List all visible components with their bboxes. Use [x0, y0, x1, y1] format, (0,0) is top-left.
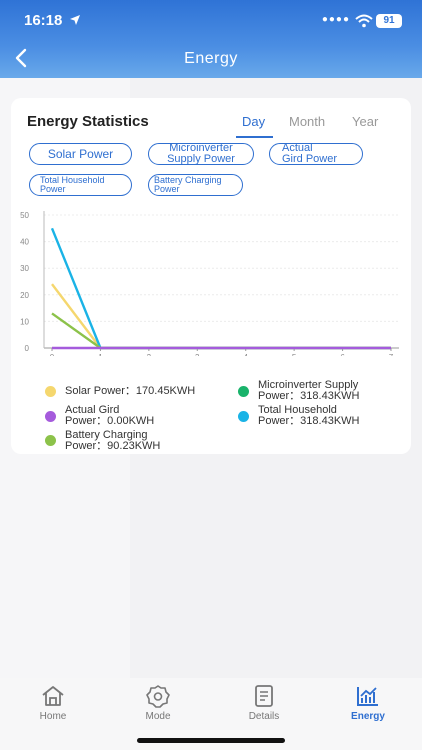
energy-statistics-card: Energy Statistics Day Month Year Solar P… — [11, 98, 411, 454]
x-tick-label: 7 — [389, 353, 394, 356]
tab-year[interactable]: Year — [352, 114, 379, 129]
status-bar: 16:18 ●●●● 91 — [0, 12, 422, 32]
chip-actual-gird-power[interactable]: Actual Gird Power — [269, 143, 363, 165]
signal-dots-icon: ●●●● — [321, 14, 350, 25]
energy-line-chart: 0 10 20 30 40 50 0 1 2 3 4 5 6 7 — [20, 211, 399, 356]
x-tick-label: 0 — [50, 353, 55, 356]
status-time: 16:18 — [24, 12, 63, 29]
series-line-0 — [51, 283, 391, 350]
tabbar-item-energy[interactable]: Energy — [328, 684, 408, 722]
home-icon — [42, 686, 64, 706]
chip-solar-power[interactable]: Solar Power — [29, 143, 132, 165]
tabbar-item-details[interactable]: Details — [224, 684, 304, 722]
chip-microinverter-supply-power[interactable]: Microinverter Supply Power — [148, 143, 254, 165]
battery-indicator: 91 — [376, 14, 402, 28]
legend-dot-total-household — [238, 411, 249, 422]
y-tick-label: 10 — [20, 317, 29, 326]
x-tick-label: 2 — [147, 353, 152, 356]
series-line-2 — [51, 312, 391, 350]
header: 16:18 ●●●● 91 Energy — [0, 0, 422, 78]
chip-battery-charging-power[interactable]: Battery Charging Power — [148, 174, 243, 196]
tabbar-item-home[interactable]: Home — [13, 684, 93, 722]
x-tick-label: 3 — [195, 353, 200, 356]
tab-month[interactable]: Month — [289, 114, 326, 129]
gear-icon — [146, 685, 170, 708]
y-tick-label: 0 — [25, 344, 30, 353]
legend-dot-solar — [45, 386, 56, 397]
bottom-tab-bar: Home Mode Details Energy — [0, 678, 422, 750]
tabbar-item-mode[interactable]: Mode — [118, 684, 198, 722]
y-tick-label: 20 — [20, 291, 29, 300]
legend-total-household: Total Household Power：318.43KWH — [258, 404, 360, 427]
chip-total-household-power[interactable]: Total Household Power — [29, 174, 132, 196]
y-tick-label: 30 — [20, 264, 29, 273]
x-tick-label: 5 — [292, 353, 297, 356]
wifi-icon — [355, 14, 373, 28]
series-line-1 — [50, 227, 391, 350]
legend-dot-battery-charging — [45, 435, 56, 446]
tab-day[interactable]: Day — [242, 114, 266, 129]
y-tick-label: 50 — [20, 211, 29, 220]
legend-actual-gird: Actual Gird Power：0.00KWH — [65, 404, 155, 427]
chevron-left-icon[interactable] — [10, 46, 34, 70]
legend-dot-microinverter — [238, 386, 249, 397]
legend-microinverter-supply: Microinverter Supply Power：318.43KWH — [258, 379, 360, 402]
x-tick-label: 1 — [98, 353, 103, 356]
home-indicator — [137, 738, 285, 743]
legend-battery-charging: Battery Charging Power：90.23KWH — [65, 429, 161, 452]
legend-dot-actual-gird — [45, 411, 56, 422]
y-tick-label: 40 — [20, 238, 29, 247]
x-tick-label: 4 — [243, 353, 248, 356]
legend-solar-power: Solar Power：170.45KWH — [65, 385, 196, 397]
chart-icon — [357, 687, 378, 706]
x-tick-label: 6 — [340, 353, 345, 356]
location-arrow-icon — [70, 15, 80, 25]
page-title: Energy — [184, 50, 238, 67]
tab-underline — [236, 136, 273, 138]
card-title: Energy Statistics — [27, 113, 149, 130]
document-icon — [255, 685, 273, 707]
